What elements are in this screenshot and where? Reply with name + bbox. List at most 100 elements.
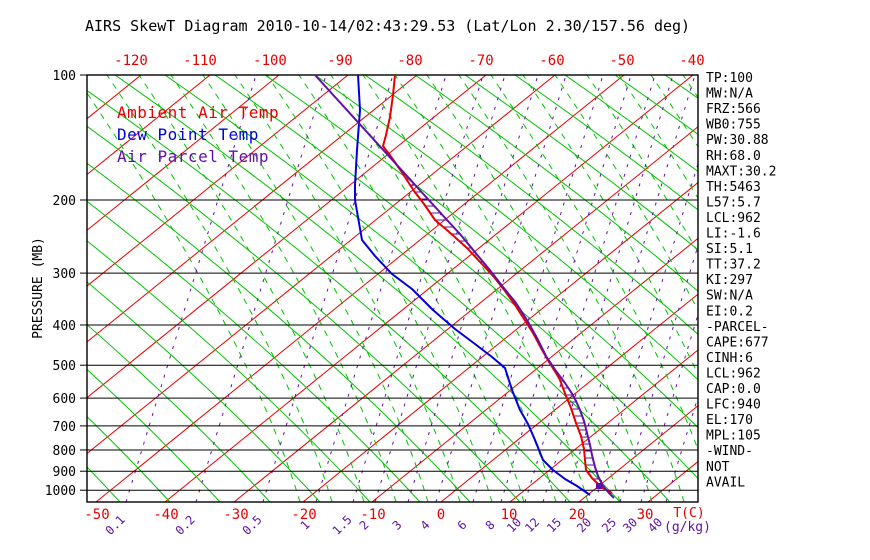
dry-adiabat-line — [87, 416, 171, 502]
dry-adiabat-line — [264, 75, 698, 429]
moist-adiabat-line — [170, 75, 397, 502]
top-temp-label: -70 — [468, 53, 493, 69]
temp-unit-label: T(C) — [673, 506, 704, 521]
dry-adiabat-line — [164, 75, 671, 502]
stats-row: TP:100 — [706, 71, 753, 86]
isotherm-line — [87, 75, 418, 343]
mixing-ratio-label: 4 — [418, 518, 433, 533]
bottom-temp-label: -50 — [84, 507, 109, 523]
top-temp-label: -90 — [327, 53, 352, 69]
stats-row: -WIND- — [706, 444, 753, 459]
isotherm-line — [87, 75, 487, 399]
bottom-temp-label: 10 — [501, 507, 518, 523]
dry-adiabat-line — [364, 75, 698, 336]
stats-row: CAPE:677 — [706, 335, 769, 350]
stats-row: WB0:755 — [706, 118, 761, 133]
stats-row: MAXT:30.2 — [706, 164, 776, 179]
stats-row: SW:N/A — [706, 289, 753, 304]
mixing-ratio-line — [472, 75, 604, 502]
top-temp-label: -50 — [609, 53, 634, 69]
moist-adiabat-line — [779, 75, 870, 502]
dry-adiabat-line — [564, 75, 698, 173]
dry-adiabat-line — [514, 75, 698, 211]
bottom-temp-label: 0 — [437, 507, 445, 523]
mixing-ratio-line — [125, 75, 257, 502]
pressure-tick-label: 500 — [53, 359, 76, 374]
moist-adiabat-line — [843, 75, 870, 502]
stats-row: LCL:962 — [706, 366, 761, 381]
moist-adiabat-line — [234, 75, 461, 502]
lcl-marker — [596, 483, 602, 489]
moist-adiabat-line — [394, 75, 621, 502]
stats-row: LCL:962 — [706, 211, 761, 226]
bottom-temp-label: -10 — [360, 507, 385, 523]
pressure-tick-label: 300 — [53, 267, 76, 282]
stats-row: CAP:0.0 — [706, 382, 761, 397]
stats-row: EI:0.2 — [706, 304, 753, 319]
top-temp-label: -110 — [183, 53, 217, 69]
mixing-unit-label: (g/kg) — [664, 520, 711, 535]
isotherm-line — [87, 75, 280, 231]
isotherm-line — [164, 75, 694, 502]
legend-item: Ambient Air Temp — [117, 103, 279, 122]
pressure-tick-label: 600 — [53, 392, 76, 407]
pressure-tick-label: 800 — [53, 444, 76, 459]
dry-adiabat-line — [87, 466, 121, 502]
stats-row: MPL:105 — [706, 429, 761, 444]
isotherm-line — [509, 349, 698, 502]
stats-row: CINH:6 — [706, 351, 753, 366]
stats-row: MW:N/A — [706, 87, 753, 102]
pressure-tick-label: 400 — [53, 319, 76, 334]
curve-ambient-temp — [382, 74, 613, 494]
top-temp-label: -40 — [679, 53, 704, 69]
legend-item: Dew Point Temp — [117, 125, 259, 144]
dry-adiabat-line — [87, 281, 321, 502]
pressure-tick-label: 900 — [53, 465, 76, 480]
dry-adiabat-line — [114, 75, 621, 502]
mixing-ratio-line — [352, 75, 484, 502]
moist-adiabat-line — [106, 75, 333, 502]
bottom-temp-label: -20 — [291, 507, 316, 523]
mixing-ratio-line — [262, 75, 394, 502]
mixing-ratio-line — [564, 75, 696, 502]
moist-adiabat-line — [298, 75, 525, 502]
dry-adiabat-line — [87, 200, 421, 502]
isotherm-line — [87, 75, 349, 287]
dry-adiabat-line — [87, 240, 371, 502]
stats-row: SI:5.1 — [706, 242, 753, 257]
top-temp-label: -100 — [253, 53, 287, 69]
bottom-temp-label: 30 — [637, 507, 654, 523]
bottom-temp-label: -40 — [153, 507, 178, 523]
isotherm-line — [233, 126, 698, 502]
moist-adiabat-line — [618, 75, 698, 200]
mixing-ratio-line — [524, 75, 656, 502]
isotherm-line — [87, 75, 556, 455]
moist-adiabat-line — [650, 75, 698, 148]
mixing-ratio-line — [500, 75, 632, 502]
dry-adiabat-line — [87, 125, 521, 502]
isotherm-line — [302, 181, 698, 502]
bottom-temp-label: 20 — [569, 507, 586, 523]
cape-hatch-layer — [406, 177, 603, 487]
moist-adiabat-line — [266, 75, 493, 502]
stats-row: AVAIL — [706, 475, 745, 490]
dry-adiabat-line — [464, 75, 698, 251]
dry-adiabat-line — [87, 368, 221, 502]
top-temp-label: -60 — [539, 53, 564, 69]
moist-adiabat-line — [586, 75, 698, 254]
mixing-ratio-label: 12 — [522, 515, 542, 535]
legend-item: Air Parcel Temp — [117, 147, 269, 166]
dry-adiabat-line — [865, 75, 870, 502]
stats-row: L57:5.7 — [706, 195, 761, 210]
stats-row: TT:37.2 — [706, 258, 761, 273]
top-temp-label: -120 — [114, 53, 148, 69]
dry-adiabat-line — [87, 162, 471, 502]
mixing-ratio-label: 25 — [599, 515, 619, 535]
pressure-tick-label: 100 — [53, 69, 76, 84]
stats-row: NOT — [706, 460, 730, 475]
stats-row: PW:30.88 — [706, 133, 769, 148]
mixing-ratio-line — [435, 75, 567, 502]
moist-adiabat-line — [138, 75, 365, 502]
moist-adiabat-line — [426, 75, 653, 502]
